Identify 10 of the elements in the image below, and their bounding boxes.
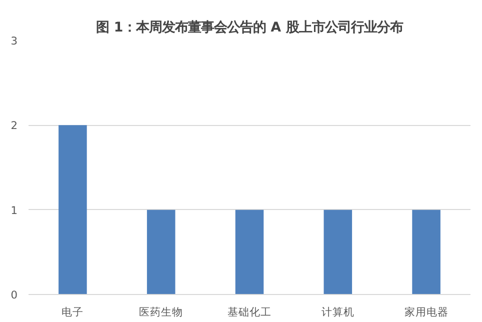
y-tick-label: 1: [10, 204, 18, 217]
chart-title: 图 1：本周发布董事会公告的 A 股上市公司行业分布: [96, 20, 403, 36]
y-tick-label: 3: [10, 34, 18, 48]
x-tick-label: 医药生物: [139, 306, 184, 318]
y-tick-label: 2: [10, 119, 18, 132]
x-tick-label: 基础化工: [228, 306, 272, 318]
y-tick-label: 0: [10, 288, 18, 302]
x-tick-label: 计算机: [321, 306, 354, 318]
x-tick-label: 电子: [62, 306, 84, 318]
x-tick-label: 家用电器: [404, 306, 448, 318]
